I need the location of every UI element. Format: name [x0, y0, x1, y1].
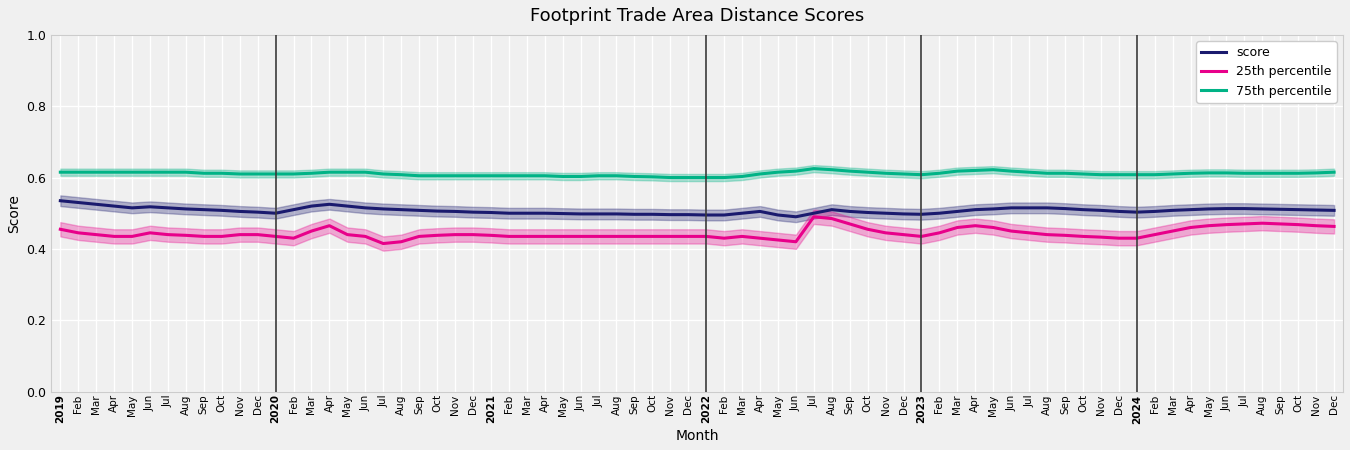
25th percentile: [232, 232, 248, 237]
score: [53, 198, 69, 203]
Title: Footprint Trade Area Distance Scores: Footprint Trade Area Distance Scores: [531, 7, 864, 25]
25th percentile: [1326, 224, 1342, 229]
score: [358, 205, 374, 211]
75th percentile: [53, 170, 69, 175]
75th percentile: [949, 168, 965, 174]
score: [878, 211, 894, 216]
25th percentile: [949, 225, 965, 230]
X-axis label: Month: Month: [675, 429, 720, 443]
25th percentile: [806, 214, 822, 220]
Legend: score, 25th percentile, 75th percentile: score, 25th percentile, 75th percentile: [1196, 41, 1336, 103]
25th percentile: [501, 234, 517, 239]
75th percentile: [788, 168, 805, 174]
score: [1326, 207, 1342, 213]
75th percentile: [1326, 170, 1342, 175]
25th percentile: [788, 239, 805, 244]
score: [232, 209, 248, 214]
75th percentile: [1254, 171, 1270, 176]
score: [483, 210, 499, 215]
Y-axis label: Score: Score: [7, 194, 22, 233]
75th percentile: [663, 175, 679, 180]
75th percentile: [895, 171, 911, 177]
75th percentile: [806, 166, 822, 171]
Line: 25th percentile: 25th percentile: [61, 217, 1334, 243]
Line: score: score: [61, 201, 1334, 217]
Line: 75th percentile: 75th percentile: [61, 169, 1334, 178]
score: [769, 212, 786, 218]
25th percentile: [1254, 220, 1270, 226]
score: [931, 211, 948, 216]
25th percentile: [895, 232, 911, 237]
score: [788, 214, 805, 220]
75th percentile: [483, 173, 499, 179]
75th percentile: [232, 171, 248, 177]
25th percentile: [53, 226, 69, 232]
25th percentile: [375, 241, 391, 246]
